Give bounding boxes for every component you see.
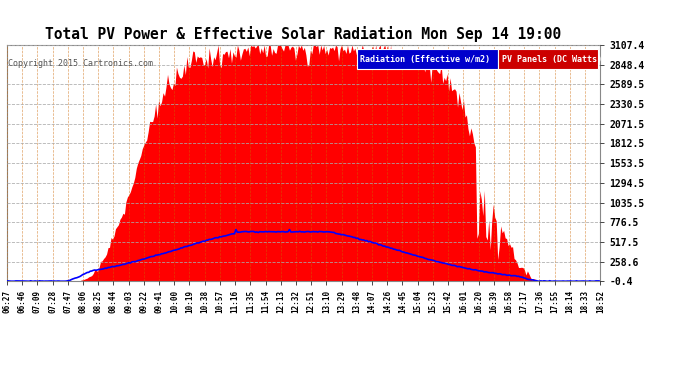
- Text: Radiation (Effective w/m2): Radiation (Effective w/m2): [360, 55, 490, 63]
- Text: Copyright 2015 Cartronics.com: Copyright 2015 Cartronics.com: [8, 58, 153, 68]
- Title: Total PV Power & Effective Solar Radiation Mon Sep 14 19:00: Total PV Power & Effective Solar Radiati…: [46, 27, 562, 42]
- Text: PV Panels (DC Watts): PV Panels (DC Watts): [502, 55, 602, 63]
